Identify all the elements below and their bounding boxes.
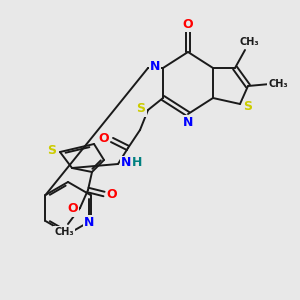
- Text: O: O: [99, 133, 109, 146]
- Text: N: N: [121, 157, 131, 169]
- Text: H: H: [132, 157, 142, 169]
- Text: O: O: [68, 202, 78, 215]
- Text: CH₃: CH₃: [268, 79, 288, 89]
- Text: O: O: [107, 188, 117, 200]
- Text: N: N: [84, 215, 95, 229]
- Text: N: N: [150, 61, 160, 74]
- Text: N: N: [183, 116, 193, 128]
- Text: CH₃: CH₃: [239, 37, 259, 47]
- Text: S: S: [136, 103, 146, 116]
- Text: S: S: [47, 145, 56, 158]
- Text: S: S: [244, 100, 253, 112]
- Text: CH₃: CH₃: [54, 227, 74, 237]
- Text: O: O: [183, 17, 193, 31]
